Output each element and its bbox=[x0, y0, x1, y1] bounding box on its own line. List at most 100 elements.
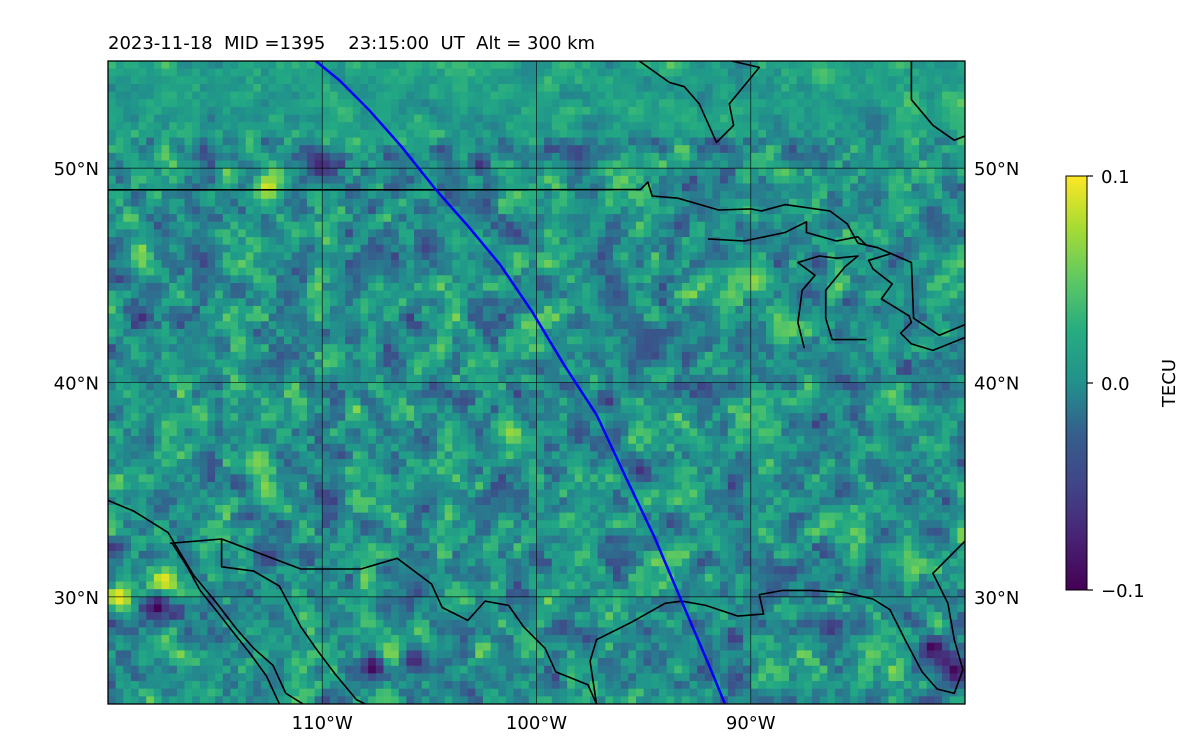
heatmap-cell bbox=[651, 152, 660, 162]
heatmap-cell bbox=[337, 114, 346, 123]
heatmap-cell bbox=[467, 114, 476, 123]
heatmap-cell bbox=[222, 382, 232, 391]
heatmap-cell bbox=[789, 99, 798, 108]
heatmap-cell bbox=[720, 382, 729, 391]
heatmap-cell bbox=[873, 344, 882, 353]
heatmap-cell bbox=[437, 397, 446, 407]
heatmap-cell bbox=[268, 206, 277, 215]
heatmap-cell bbox=[513, 68, 522, 77]
heatmap-cell bbox=[628, 114, 637, 123]
heatmap-cell bbox=[482, 390, 492, 399]
heatmap-cell bbox=[727, 83, 737, 93]
heatmap-cell bbox=[421, 168, 430, 177]
heatmap-cell bbox=[567, 106, 576, 116]
heatmap-cell bbox=[482, 129, 492, 139]
heatmap-cell bbox=[115, 313, 124, 322]
heatmap-cell bbox=[184, 367, 193, 376]
heatmap-cell bbox=[475, 275, 484, 284]
heatmap-cell bbox=[919, 175, 928, 185]
heatmap-cell bbox=[567, 237, 576, 246]
heatmap-cell bbox=[337, 336, 346, 345]
heatmap-cell bbox=[857, 83, 867, 93]
heatmap-cell bbox=[299, 61, 308, 70]
heatmap-cell bbox=[276, 175, 285, 185]
heatmap-cell bbox=[245, 214, 254, 223]
heatmap-cell bbox=[658, 336, 668, 345]
heatmap-cell bbox=[628, 206, 637, 215]
heatmap-cell bbox=[490, 83, 499, 93]
heatmap-cell bbox=[896, 351, 905, 361]
heatmap-cell bbox=[153, 367, 163, 376]
heatmap-cell bbox=[528, 374, 538, 384]
heatmap-cell bbox=[268, 160, 277, 169]
heatmap-cell bbox=[268, 76, 277, 85]
heatmap-cell bbox=[873, 168, 882, 177]
heatmap-cell bbox=[903, 367, 913, 376]
heatmap-cell bbox=[108, 129, 117, 139]
heatmap-cell bbox=[949, 206, 958, 215]
heatmap-cell bbox=[337, 152, 346, 162]
heatmap-cell bbox=[804, 267, 813, 276]
heatmap-cell bbox=[681, 260, 691, 269]
heatmap-cell bbox=[926, 321, 935, 330]
heatmap-cell bbox=[559, 367, 568, 376]
heatmap-cell bbox=[283, 183, 293, 192]
heatmap-cell bbox=[942, 175, 951, 185]
heatmap-cell bbox=[421, 267, 430, 276]
heatmap-cell bbox=[919, 76, 928, 85]
heatmap-cell bbox=[153, 168, 163, 177]
heatmap-cell bbox=[635, 191, 645, 200]
heatmap-cell bbox=[414, 106, 423, 116]
heatmap-cell bbox=[261, 183, 270, 192]
heatmap-cell bbox=[444, 183, 453, 192]
heatmap-cell bbox=[498, 351, 507, 361]
heatmap-cell bbox=[827, 129, 836, 139]
heatmap-cell bbox=[459, 321, 469, 330]
heatmap-cell bbox=[773, 214, 782, 223]
heatmap-cell bbox=[911, 61, 920, 70]
heatmap-cell bbox=[406, 305, 415, 315]
heatmap-cell bbox=[865, 282, 874, 292]
heatmap-cell bbox=[368, 374, 377, 384]
heatmap-cell bbox=[130, 390, 140, 399]
heatmap-cell bbox=[834, 91, 844, 100]
heatmap-cell bbox=[735, 267, 744, 276]
heatmap-cell bbox=[130, 214, 140, 223]
heatmap-cell bbox=[329, 244, 339, 253]
heatmap-cell bbox=[857, 305, 867, 315]
heatmap-cell bbox=[115, 367, 124, 376]
heatmap-cell bbox=[635, 83, 645, 93]
heatmap-cell bbox=[429, 275, 438, 284]
heatmap-cell bbox=[766, 260, 775, 269]
heatmap-cell bbox=[329, 114, 339, 123]
heatmap-cell bbox=[712, 252, 721, 261]
heatmap-cell bbox=[827, 198, 836, 208]
heatmap-cell bbox=[635, 137, 645, 146]
heatmap-cell bbox=[505, 305, 515, 315]
heatmap-cell bbox=[888, 267, 897, 276]
heatmap-cell bbox=[796, 305, 805, 315]
heatmap-cell bbox=[421, 237, 430, 246]
heatmap-cell bbox=[574, 114, 584, 123]
heatmap-cell bbox=[567, 328, 576, 338]
heatmap-cell bbox=[146, 305, 155, 315]
heatmap-cell bbox=[597, 76, 606, 85]
heatmap-cell bbox=[222, 122, 232, 131]
heatmap-cell bbox=[620, 313, 629, 322]
heatmap-cell bbox=[850, 282, 859, 292]
heatmap-cell bbox=[919, 160, 928, 169]
heatmap-cell bbox=[720, 76, 729, 85]
heatmap-cell bbox=[360, 191, 369, 200]
heatmap-cell bbox=[597, 198, 606, 208]
heatmap-cell bbox=[926, 275, 935, 284]
heatmap-cell bbox=[306, 221, 316, 230]
heatmap-cell bbox=[896, 191, 905, 200]
heatmap-cell bbox=[505, 374, 515, 384]
heatmap-cell bbox=[658, 175, 668, 185]
heatmap-cell bbox=[115, 198, 124, 208]
heatmap-cell bbox=[521, 160, 530, 169]
heatmap-cell bbox=[712, 282, 721, 292]
heatmap-cell bbox=[934, 137, 943, 146]
heatmap-cell bbox=[192, 275, 201, 284]
heatmap-cell bbox=[766, 68, 775, 77]
